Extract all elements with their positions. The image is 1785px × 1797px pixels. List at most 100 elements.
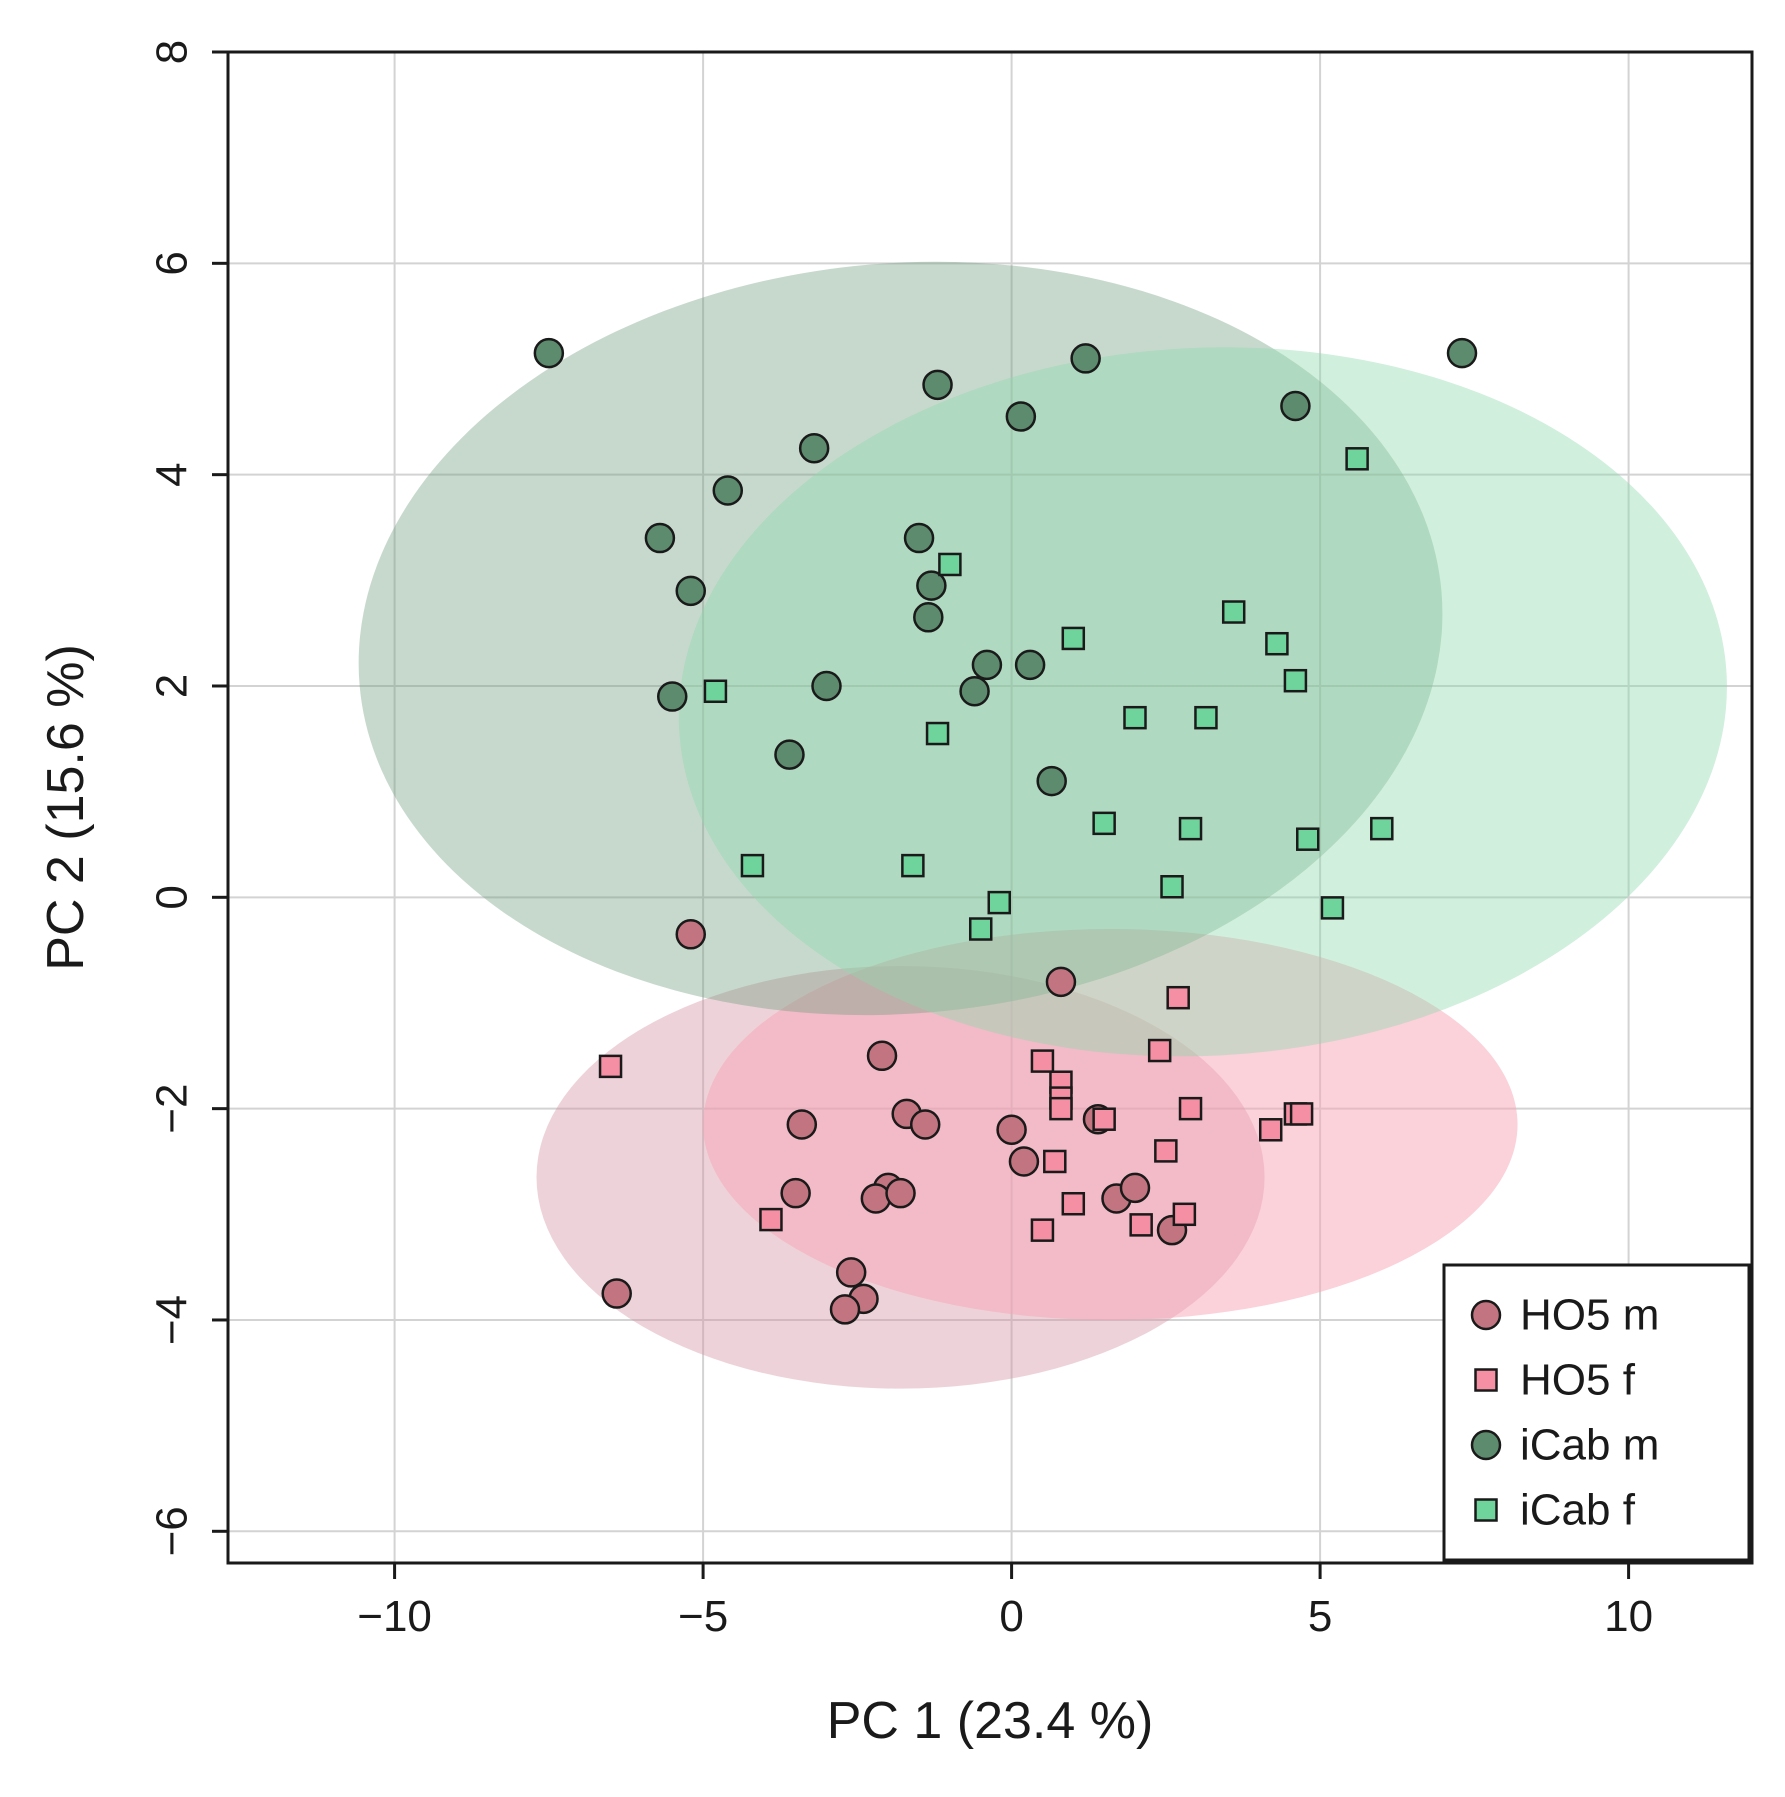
- point-ho5-f-17: [1129, 1213, 1153, 1237]
- y-axis-title: PC 2 (15.6 %): [37, 644, 95, 971]
- point-ho5-f-15: [759, 1207, 783, 1232]
- point-icab-f-2: [1221, 600, 1246, 624]
- point-icab-m-2: [1446, 337, 1478, 369]
- point-ho5-m-0: [675, 919, 707, 950]
- point-ho5-f-2: [1147, 1038, 1172, 1063]
- point-ho5-f-6: [1049, 1096, 1073, 1121]
- point-ho5-m-19: [601, 1278, 632, 1309]
- point-icab-f-5: [1283, 668, 1308, 693]
- point-icab-f-7: [1123, 705, 1147, 730]
- point-icab-f-1: [938, 552, 962, 577]
- point-ho5-f-8: [1092, 1107, 1116, 1131]
- point-icab-f-16: [1160, 874, 1184, 899]
- point-icab-m-5: [1280, 390, 1311, 422]
- x-tick-label-3: 5: [1308, 1592, 1332, 1641]
- ellipse-icab-f: [678, 347, 1727, 1057]
- point-icab-f-11: [1178, 816, 1203, 841]
- point-ho5-m-16: [835, 1257, 867, 1288]
- point-ho5-f-12: [1154, 1139, 1178, 1163]
- point-ho5-f-3: [1030, 1049, 1055, 1073]
- point-icab-f-4: [1265, 631, 1289, 656]
- point-ho5-f-11: [1258, 1118, 1283, 1142]
- point-ho5-m-5: [909, 1109, 941, 1140]
- axis-ticks: −10 −5 0 5 10 −6 −4 −2 0 2 4 6 8: [148, 40, 1654, 1641]
- point-ho5-m-12: [885, 1177, 916, 1209]
- y-tick-label-5: 4: [148, 462, 197, 486]
- y-tick-label-6: 6: [148, 251, 197, 275]
- x-axis-title: PC 1 (23.4 %): [827, 1692, 1154, 1750]
- point-ho5-f-0: [598, 1054, 623, 1079]
- point-icab-m-4: [1005, 401, 1037, 432]
- y-tick-label-1: −4: [148, 1295, 197, 1345]
- point-icab-m-17: [656, 681, 688, 712]
- legend-label-icab-m: iCab m: [1520, 1421, 1659, 1470]
- point-ho5-m-11: [860, 1183, 892, 1214]
- point-icab-f-15: [901, 853, 925, 878]
- point-icab-m-0: [533, 337, 565, 369]
- point-icab-f-13: [1370, 816, 1394, 841]
- point-icab-m-14: [1014, 649, 1046, 681]
- point-icab-m-11: [916, 570, 947, 601]
- y-tick-label-7: 8: [148, 40, 197, 64]
- legend-label-ho5-m: HO5 m: [1520, 1291, 1659, 1340]
- point-ho5-m-8: [1008, 1146, 1040, 1177]
- legend-label-ho5-f: HO5 f: [1520, 1356, 1636, 1405]
- point-icab-f-6: [703, 679, 728, 704]
- point-icab-m-6: [798, 432, 830, 464]
- point-icab-m-15: [811, 670, 842, 702]
- x-tick-label-0: −10: [357, 1592, 432, 1641]
- y-tick-label-0: −6: [148, 1506, 197, 1556]
- point-ho5-m-3: [786, 1109, 818, 1140]
- point-icab-m-3: [922, 369, 953, 401]
- point-icab-f-19: [968, 917, 993, 941]
- point-icab-m-10: [675, 575, 707, 607]
- point-ho5-f-7: [1178, 1096, 1203, 1121]
- point-icab-m-18: [774, 739, 805, 770]
- legend: HO5 m HO5 f iCab m iCab f: [1442, 1263, 1751, 1562]
- plot-frame: [226, 50, 1754, 1565]
- point-icab-m-16: [959, 676, 990, 707]
- point-icab-f-14: [740, 853, 765, 878]
- point-ho5-f-13: [1043, 1149, 1067, 1174]
- point-ho5-f-18: [1030, 1218, 1055, 1242]
- point-icab-f-8: [1194, 705, 1218, 730]
- point-ho5-f-10: [1289, 1102, 1314, 1126]
- ellipse-icab-m: [358, 261, 1443, 1016]
- point-ho5-m-18: [829, 1294, 861, 1325]
- point-icab-m-19: [1036, 765, 1067, 797]
- point-icab-f-12: [1296, 827, 1320, 851]
- point-icab-f-17: [987, 890, 1012, 915]
- y-tick-label-2: −2: [148, 1084, 197, 1134]
- point-icab-f-10: [1092, 811, 1116, 836]
- confidence-ellipses: [358, 261, 1727, 1389]
- point-ho5-f-14: [1061, 1191, 1086, 1216]
- legend-marker-icab-f: [1474, 1498, 1498, 1522]
- point-ho5-m-6: [996, 1114, 1027, 1146]
- x-tick-label-2: 0: [999, 1592, 1023, 1641]
- point-icab-m-9: [903, 522, 935, 554]
- x-tick-label-1: −5: [678, 1592, 728, 1641]
- legend-marker-ho5-m: [1470, 1299, 1502, 1331]
- point-icab-m-13: [971, 649, 1003, 681]
- legend-marker-icab-m: [1470, 1429, 1502, 1461]
- point-ho5-m-1: [1045, 966, 1077, 998]
- point-icab-f-9: [925, 721, 950, 746]
- point-ho5-m-9: [780, 1177, 811, 1209]
- point-icab-m-8: [644, 522, 676, 554]
- grid-lines: [228, 51, 1752, 1563]
- y-tick-label-3: 0: [148, 885, 197, 909]
- x-tick-label-4: 10: [1604, 1592, 1653, 1641]
- legend-marker-ho5-f: [1474, 1368, 1498, 1392]
- point-icab-m-7: [712, 475, 744, 506]
- point-icab-m-12: [913, 602, 944, 633]
- y-tick-label-4: 2: [148, 674, 197, 698]
- point-ho5-m-14: [1119, 1172, 1151, 1204]
- point-ho5-f-16: [1172, 1202, 1197, 1227]
- point-icab-f-0: [1345, 447, 1369, 471]
- point-icab-f-3: [1061, 626, 1086, 651]
- legend-label-icab-f: iCab f: [1520, 1486, 1636, 1535]
- point-icab-m-1: [1070, 343, 1101, 374]
- point-ho5-f-1: [1166, 985, 1190, 1010]
- point-icab-f-18: [1320, 896, 1345, 920]
